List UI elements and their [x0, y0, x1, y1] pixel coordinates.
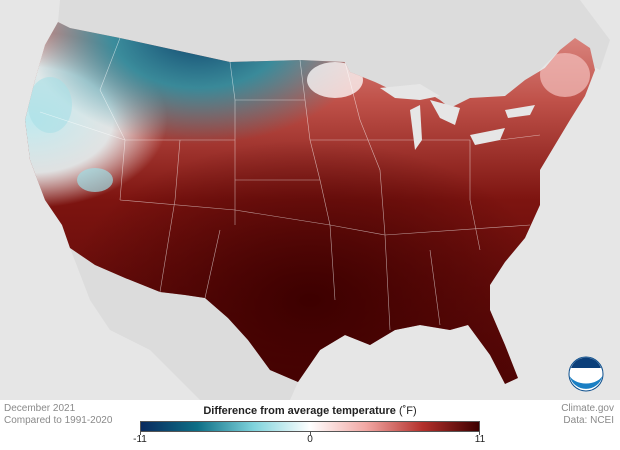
great-lakes: [380, 84, 535, 150]
legend-title: Difference from average temperature (˚F): [140, 405, 480, 417]
source-site-label: Climate.gov: [561, 403, 614, 414]
legend-tick-min: -11: [133, 434, 147, 445]
temperature-anomaly-map: [0, 0, 620, 400]
legend-unit: (˚F): [398, 405, 417, 417]
credits: Climate.gov Data: NCEI: [561, 403, 614, 427]
tick-mark-max: [479, 432, 480, 435]
legend-tick-max: 11: [474, 434, 486, 445]
data-source-label: Data: NCEI: [563, 415, 614, 426]
map-period-info: December 2021 Compared to 1991-2020: [4, 403, 112, 427]
tick-mark-min: [140, 432, 141, 435]
map-canvas: [25, 0, 610, 400]
baseline-label: Compared to 1991-2020: [4, 415, 113, 426]
period-label: December 2021: [4, 403, 76, 414]
legend-variable: Difference from average temperature: [203, 405, 396, 417]
noaa-logo-icon: [568, 356, 604, 392]
legend-tick-mid: 0: [307, 434, 313, 445]
canada-landmass: [58, 0, 610, 108]
state-boundaries: [39, 37, 541, 331]
legend-color-bar: [140, 421, 480, 432]
tick-mark-mid: [310, 432, 311, 435]
mexico-landmass: [70, 248, 298, 400]
